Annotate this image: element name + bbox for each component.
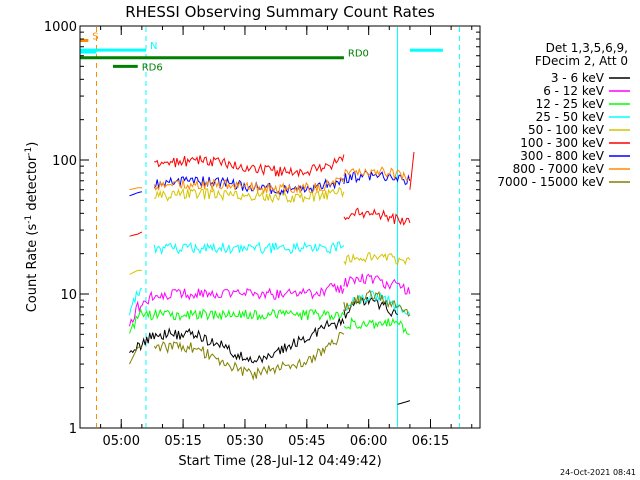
series-line-5-seg-0 (129, 231, 143, 237)
series-line-7-seg-1 (129, 187, 142, 191)
legend-label-8: 7000 - 15000 keV (497, 175, 604, 189)
series-line-5-seg-3 (409, 151, 415, 190)
x-tick-label: 06:15 (412, 434, 449, 449)
series-line-5-seg-1 (154, 154, 345, 178)
legend: Det 1,3,5,6,9, FDecim 2, Att 0 3 - 6 keV… (497, 41, 630, 189)
legend-header-line-2: FDecim 2, Att 0 (535, 54, 628, 68)
series-line-2-seg-0 (129, 307, 345, 334)
chart-title: RHESSI Observing Summary Count Rates (125, 3, 435, 21)
series-line-6-seg-0 (129, 191, 143, 197)
series-line-7-seg-3 (343, 166, 411, 182)
series-line-3-seg-2 (153, 241, 345, 256)
series-line-8-seg-1 (153, 331, 345, 381)
series-line-1-seg-0 (129, 283, 345, 327)
y-axis-label-end: ) (25, 142, 40, 147)
series-line-0-seg-1 (343, 296, 398, 319)
x-tick-label: 05:30 (226, 434, 263, 449)
axes: 1 10 100 1000 05:00 05:15 05:30 05:45 06:00 06:15 (44, 20, 480, 449)
series-line-2-seg-1 (343, 316, 410, 335)
legend-label-1: 6 - 12 keV (543, 84, 605, 98)
legend-label-6: 300 - 800 keV (520, 149, 604, 163)
series-line-4-seg-0 (129, 269, 142, 275)
series-line-3-seg-1 (129, 288, 143, 316)
y-tick-label: 10 (60, 288, 77, 303)
series-line-7-seg-2 (153, 176, 345, 195)
y-tick-label: 1 (69, 422, 77, 437)
legend-label-4: 50 - 100 keV (528, 123, 605, 137)
flag-label-s: S (92, 31, 98, 42)
legend-label-5: 100 - 300 keV (520, 136, 604, 150)
series-line-0-seg-2 (397, 400, 411, 405)
y-axis-label-sup2: -1 (24, 147, 34, 156)
series-line-0-seg-0 (129, 316, 345, 364)
series-line-1-seg-1 (343, 273, 411, 295)
legend-label-0: 3 - 6 keV (551, 71, 605, 85)
plot-frame (79, 25, 481, 429)
series-line-4-seg-2 (343, 252, 411, 266)
y-axis-label: Count Rate (s-1 detector-1) (24, 142, 40, 313)
series-line-8-seg-2 (343, 289, 411, 317)
x-tick-label: 05:00 (103, 434, 140, 449)
x-axis-label: Start Time (28-Jul-12 04:49:42) (178, 454, 381, 469)
x-tick-label: 06:00 (350, 434, 387, 449)
legend-label-3: 25 - 50 keV (536, 110, 605, 124)
y-axis-label-main: Count Rate (s (25, 224, 40, 313)
series-line-5-seg-2 (343, 207, 411, 227)
y-axis-label-sup1: -1 (24, 215, 34, 224)
flag-label-rd6: RD6 (142, 62, 163, 73)
timestamp: 24-Oct-2021 08:41 (560, 468, 636, 477)
flag-label-rd0: RD0 (348, 49, 369, 60)
series-line-4-seg-1 (154, 186, 345, 204)
flag-label-n: N (150, 41, 157, 52)
series-line-8-seg-0 (129, 346, 142, 365)
y-tick-label: 100 (52, 154, 77, 169)
plot-content: S N RD0 RD6 (80, 27, 460, 427)
x-tick-label: 05:45 (288, 434, 325, 449)
legend-label-7: 800 - 7000 keV (513, 162, 605, 176)
legend-label-2: 12 - 25 keV (536, 97, 605, 111)
series-line-6-seg-2 (343, 170, 411, 186)
y-axis-label-mid: detector (25, 155, 40, 215)
legend-header-line-1: Det 1,3,5,6,9, (546, 41, 628, 55)
x-tick-label: 05:15 (164, 434, 201, 449)
y-tick-label: 1000 (44, 20, 77, 35)
